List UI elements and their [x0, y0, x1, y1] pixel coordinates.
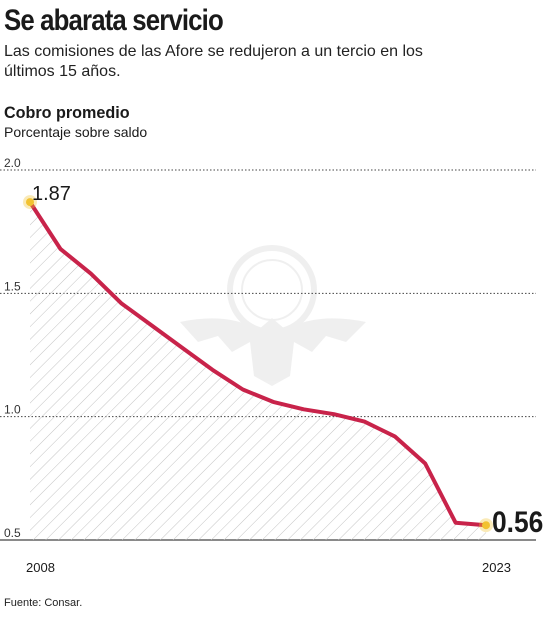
y-tick-label-1.0: 1.0 [4, 403, 21, 417]
headline-subtitle: Las comisiones de las Afore se redujeron… [4, 43, 423, 80]
source-note: Fuente: Consar. [4, 597, 83, 609]
data-point-2023 [482, 521, 490, 530]
series-line [28, 200, 488, 528]
headline: Se abarata servicio [4, 4, 224, 37]
x-tick-label-2023: 2023 [482, 560, 511, 575]
y-tick-label-1.5: 1.5 [4, 279, 21, 293]
eagle-seal-watermark [180, 245, 366, 386]
start-value-label: 1.87 [32, 183, 71, 205]
chart-title: Cobro promedio [4, 103, 130, 122]
area-fill [30, 202, 486, 540]
data-point-2008 [26, 198, 34, 207]
end-value-label: 0.56 [492, 504, 543, 538]
y-tick-label-0.5: 0.5 [4, 526, 21, 540]
chart-subtitle: Porcentaje sobre saldo [4, 124, 148, 140]
y-tick-label-2.0: 2.0 [4, 156, 21, 170]
x-tick-label-2008: 2008 [26, 560, 55, 575]
